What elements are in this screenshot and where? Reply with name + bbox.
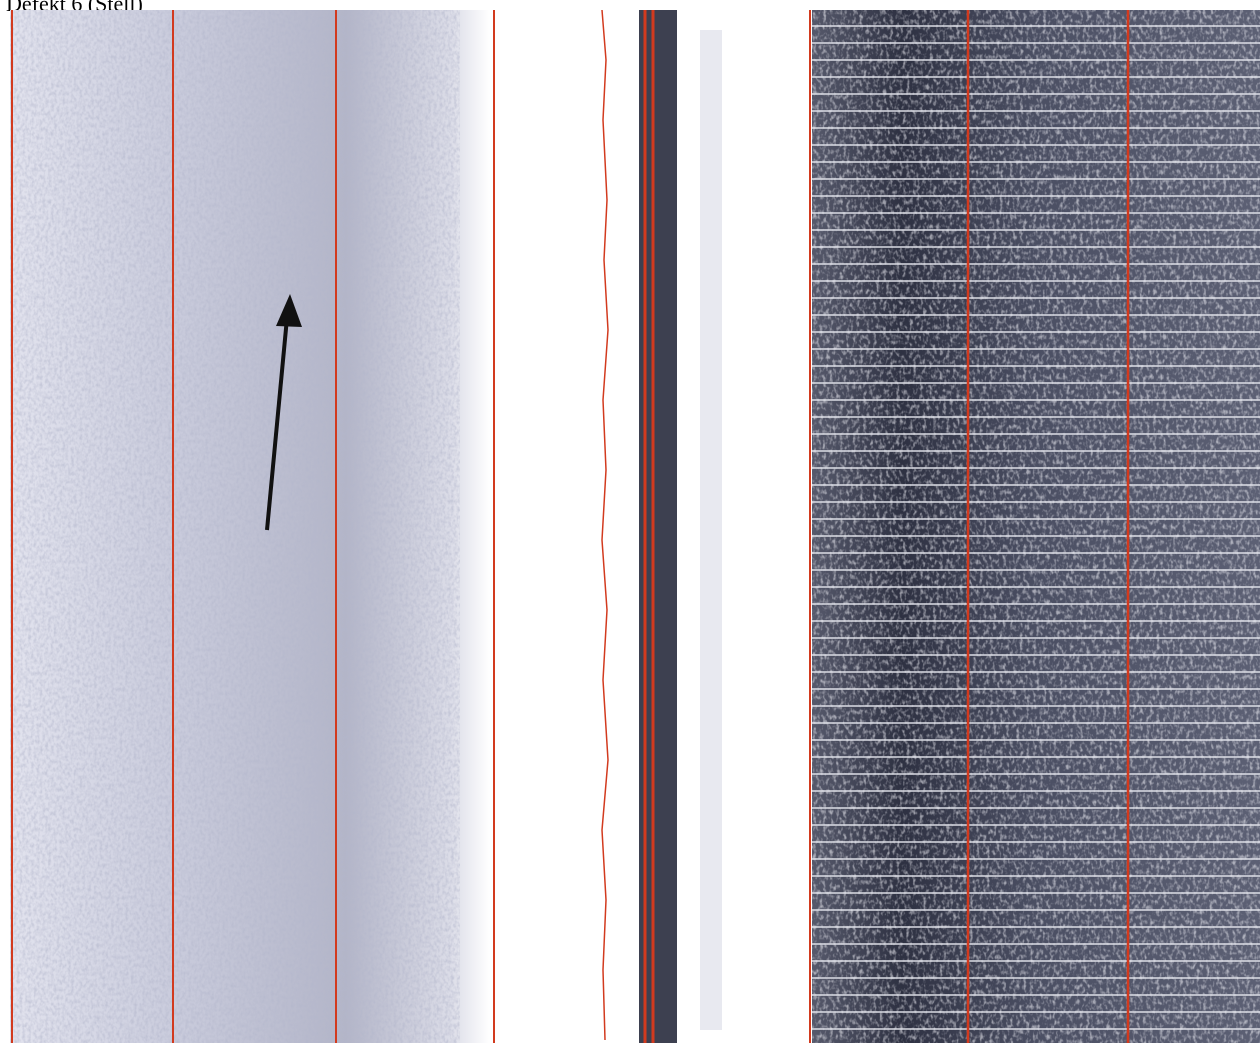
right-streaks [812,10,1260,1043]
scan-image [0,0,1260,1043]
wavy-trace [602,10,608,1040]
scan-figure: Defekt 6 (Stell) [0,0,1260,1043]
faint-strip [700,30,722,1030]
left-texture [10,10,460,1043]
